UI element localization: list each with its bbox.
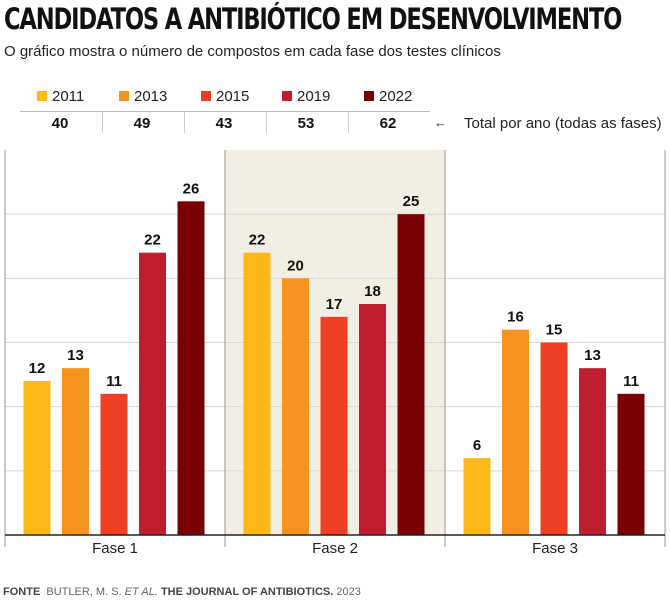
data-label: 18 [364,283,381,300]
legend-swatch [201,91,211,101]
bar [617,393,645,535]
chart-subtitle: O gráfico mostra o número de compostos e… [4,43,501,60]
legend-item-2013: 2013 [119,88,167,105]
source-label: FONTE [3,586,41,598]
total-value-2022: 62 [379,115,397,132]
bar [177,201,205,536]
data-label: 22 [249,232,266,249]
totals-separator [20,111,430,112]
legend-label: 2022 [379,88,413,105]
data-label: 13 [67,347,84,364]
bar [62,368,89,535]
total-divider [102,111,103,133]
source-journal: THE JOURNAL OF ANTIBIOTICS. [160,586,334,598]
arrow-left-icon: ← [434,115,447,130]
bar [23,381,51,535]
total-value-2015: 43 [215,115,233,132]
bar [139,252,166,535]
legend-label: 2013 [134,88,168,105]
data-label: 11 [623,373,639,390]
legend: 2011 2013 2015 2019 2022 [22,88,442,110]
total-value-2013: 49 [133,115,151,132]
data-label: 13 [584,347,601,364]
category-label: Fase 2 [312,540,358,557]
legend-item-2019: 2019 [282,88,330,105]
legend-swatch [119,91,129,101]
bar [397,214,425,535]
total-divider [184,111,185,133]
chart-title: CANDIDATOS A ANTIBIÓTICO EM DESENVOLVIME… [4,2,622,36]
data-label: 12 [29,360,46,377]
data-label: 20 [287,257,304,274]
category-label: Fase 3 [532,540,578,557]
data-label: 15 [546,322,563,339]
data-label: 17 [326,296,343,313]
source-year: 2023 [336,586,361,598]
legend-label: 2019 [297,88,331,105]
legend-swatch [364,91,374,101]
legend-item-2011: 2011 [37,88,84,105]
total-divider [266,111,267,133]
bar [502,329,529,535]
bar [540,342,568,535]
data-label: 6 [473,437,481,454]
total-value-2019: 53 [297,115,315,132]
source-etal: ET AL. [124,586,158,598]
bar [359,304,386,535]
bar [282,278,309,535]
data-label: 11 [106,373,122,390]
data-label: 16 [507,309,524,326]
legend-label: 2015 [216,88,250,105]
data-label: 22 [144,232,161,249]
category-label: Fase 1 [92,540,138,557]
totals-label: Total por ano (todas as fases) [464,115,662,132]
legend-item-2022: 2022 [364,88,412,105]
bar [579,368,606,535]
source-note: FONTE BUTLER, M. S. ET AL. THE JOURNAL O… [3,586,361,598]
bar [463,458,491,535]
legend-swatch [282,91,292,101]
total-value-2011: 40 [51,115,69,132]
legend-label: 2011 [52,88,85,105]
total-divider [348,111,349,133]
bar [243,252,271,535]
data-label: 25 [403,193,420,210]
legend-item-2015: 2015 [201,88,249,105]
source-author: BUTLER, M. S. [46,586,122,598]
bar [320,316,348,535]
legend-swatch [37,91,47,101]
totals-row: 40 49 43 53 62 ← Total por ano (todas as… [20,111,662,135]
bar [100,393,128,535]
data-label: 26 [183,180,200,197]
